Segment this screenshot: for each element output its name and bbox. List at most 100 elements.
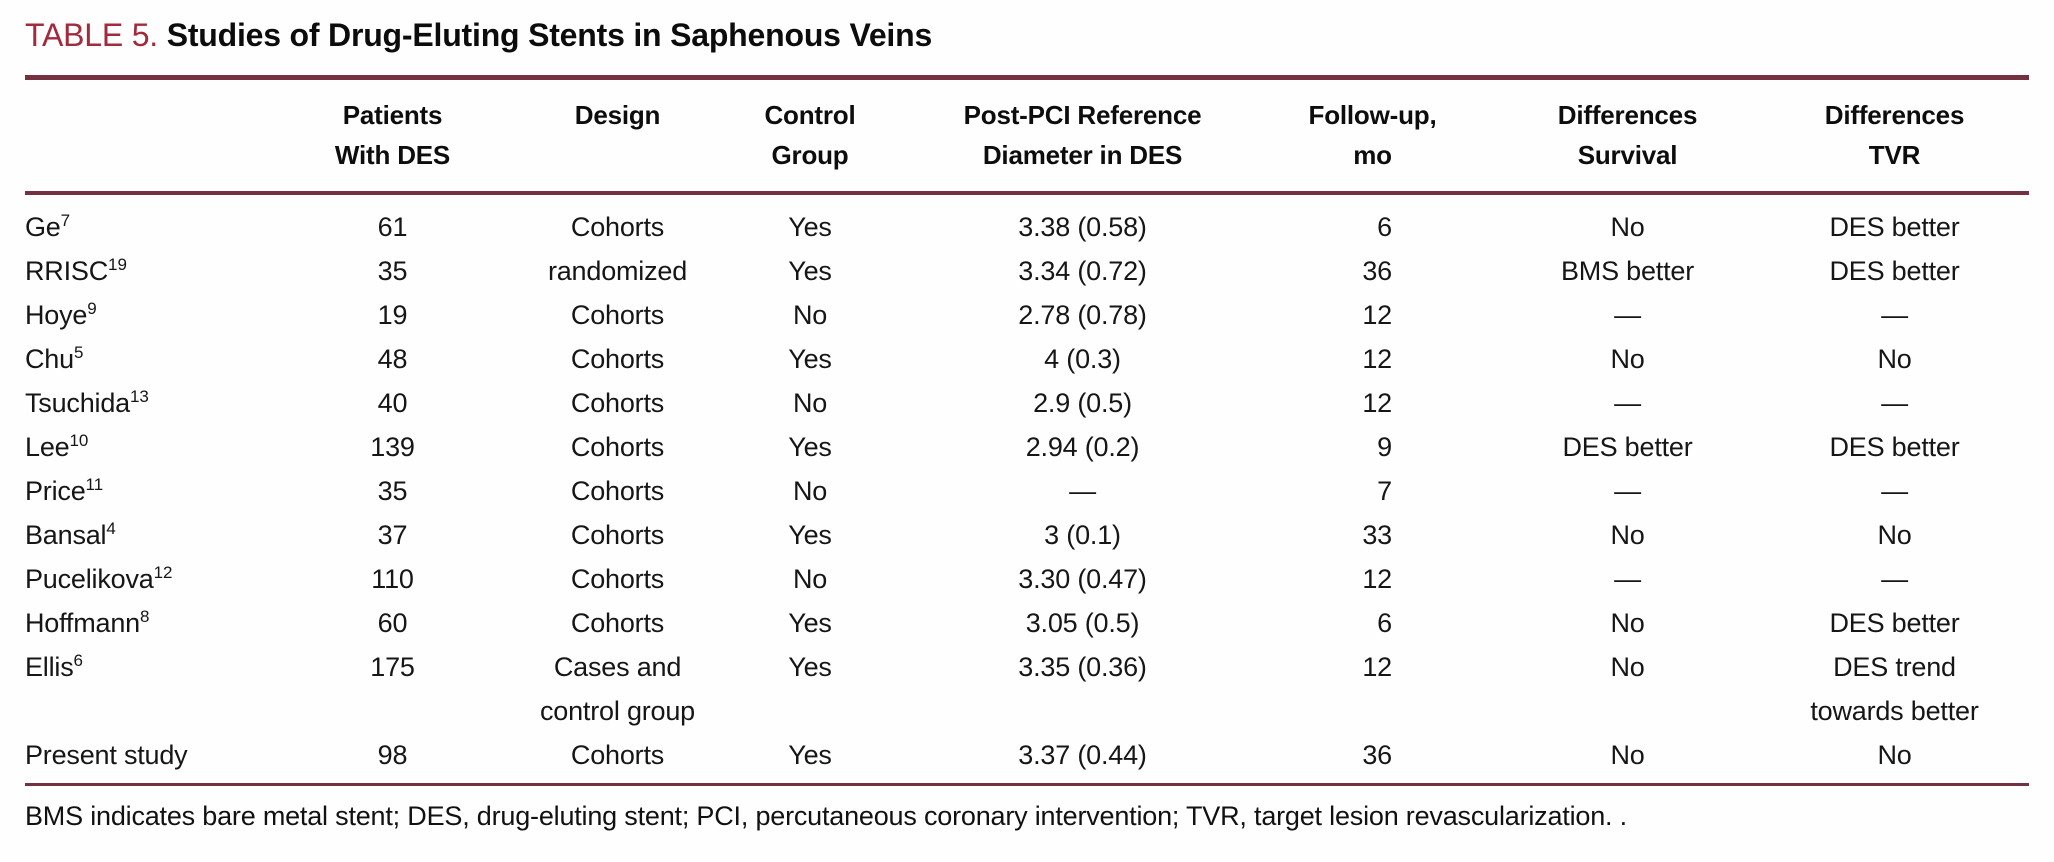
table-row: Hoye9 19 Cohorts No 2.78 (0.78) 12 — — bbox=[25, 293, 2029, 337]
header-differences-survival: Differences Survival bbox=[1495, 75, 1760, 195]
follow-up-cell: 6 bbox=[1377, 212, 1392, 242]
diff-tvr-cell: — bbox=[1760, 469, 2029, 513]
diff-tvr-text: DES better bbox=[1829, 432, 1960, 462]
header-control-group: Control Group bbox=[705, 75, 915, 195]
header-row: Patients With DES Design Control Group P… bbox=[25, 75, 2029, 195]
study-name: Chu bbox=[25, 344, 74, 374]
study-name: Ge bbox=[25, 212, 61, 242]
control-group-cell: Yes bbox=[788, 652, 832, 682]
diff-tvr-cell: No bbox=[1760, 733, 2029, 786]
patients-cell: 40 bbox=[377, 388, 408, 418]
study-name-cell: Present study bbox=[25, 733, 255, 786]
diff-tvr-cell: — bbox=[1760, 293, 2029, 337]
diff-tvr-cell: No bbox=[1760, 513, 2029, 557]
diff-survival-cell: — bbox=[1614, 388, 1641, 418]
design-cell: Cohorts bbox=[570, 300, 665, 330]
study-name-cell: Ellis6 bbox=[25, 645, 255, 733]
design-cell: Cohorts bbox=[570, 608, 665, 638]
reference-superscript: 12 bbox=[153, 563, 173, 582]
diameter-cell: 2.94 (0.2) bbox=[1025, 432, 1140, 462]
header-differences-tvr: Differences TVR bbox=[1760, 75, 2029, 195]
header-line: Group bbox=[771, 140, 849, 170]
diff-survival-cell: No bbox=[1495, 733, 1760, 786]
table-row: Price11 35 Cohorts No — 7 — — bbox=[25, 469, 2029, 513]
design-cell: Cohorts bbox=[570, 344, 665, 374]
diameter-cell: 2.9 (0.5) bbox=[1033, 388, 1132, 418]
diff-tvr-text: — bbox=[1881, 388, 1908, 418]
diff-survival-cell: No bbox=[1610, 212, 1645, 242]
table-body: Ge7 61 Cohorts Yes 3.38 (0.58) 6 No DES … bbox=[25, 193, 2029, 786]
header-line: Post-PCI Reference bbox=[963, 100, 1202, 130]
diff-survival-cell: No bbox=[1610, 608, 1645, 638]
reference-superscript: 4 bbox=[106, 519, 116, 538]
control-group-cell: Yes bbox=[705, 733, 915, 786]
follow-up-cell: 7 bbox=[1377, 476, 1392, 506]
table-number-label: TABLE 5. bbox=[25, 17, 158, 53]
header-study bbox=[25, 75, 255, 195]
header-line: Differences bbox=[1557, 100, 1698, 130]
patients-cell: 139 bbox=[370, 432, 415, 462]
reference-superscript: 10 bbox=[69, 431, 89, 450]
study-name: Ellis bbox=[25, 652, 74, 682]
header-line: With DES bbox=[334, 140, 451, 170]
header-line: Design bbox=[574, 100, 661, 130]
diff-survival-cell: No bbox=[1610, 344, 1645, 374]
design-cell: Cohorts bbox=[570, 520, 665, 550]
control-group-cell: No bbox=[792, 300, 828, 330]
header-line: Survival bbox=[1577, 140, 1678, 170]
studies-table: Patients With DES Design Control Group P… bbox=[25, 75, 2029, 786]
diff-tvr-cell: — bbox=[1760, 381, 2029, 425]
control-group-cell: Yes bbox=[788, 520, 832, 550]
control-group-cell: Yes bbox=[788, 212, 832, 242]
study-name-cell: Hoye9 bbox=[25, 293, 255, 337]
design-cell: Cohorts bbox=[570, 476, 665, 506]
study-name-cell: Bansal4 bbox=[25, 513, 255, 557]
header-follow-up-mo: Follow-up, mo bbox=[1250, 75, 1495, 195]
study-name-cell: Lee10 bbox=[25, 425, 255, 469]
control-group-cell: No bbox=[792, 388, 828, 418]
diff-tvr-text: — bbox=[1881, 564, 1908, 594]
reference-superscript: 19 bbox=[108, 255, 127, 274]
diff-tvr-text: — bbox=[1881, 476, 1908, 506]
table-title: TABLE 5. Studies of Drug-Eluting Stents … bbox=[25, 16, 2029, 54]
table-header: Patients With DES Design Control Group P… bbox=[25, 75, 2029, 195]
reference-superscript: 6 bbox=[73, 651, 83, 670]
study-name: Price bbox=[25, 476, 86, 506]
design-cell: Cohorts bbox=[570, 564, 665, 594]
diff-tvr-text: DES better bbox=[1829, 212, 1960, 242]
diff-tvr-text: DES better bbox=[1829, 256, 1960, 286]
follow-up-cell: 12 bbox=[1362, 388, 1392, 418]
follow-up-cell: 12 bbox=[1362, 300, 1392, 330]
table-row: Chu5 48 Cohorts Yes 4 (0.3) 12 No No bbox=[25, 337, 2029, 381]
table-row: Ellis6 175 Cases and control group Yes 3… bbox=[25, 645, 2029, 733]
follow-up-cell: 36 bbox=[1250, 733, 1495, 786]
table-row: Lee10 139 Cohorts Yes 2.94 (0.2) 9 DES b… bbox=[25, 425, 2029, 469]
table-row: Pucelikova12 110 Cohorts No 3.30 (0.47) … bbox=[25, 557, 2029, 601]
study-name-cell: Hoffmann8 bbox=[25, 601, 255, 645]
diameter-cell: 3.38 (0.58) bbox=[1018, 212, 1147, 242]
study-name: Lee bbox=[25, 432, 70, 462]
table-row: Hoffmann8 60 Cohorts Yes 3.05 (0.5) 6 No… bbox=[25, 601, 2029, 645]
patients-cell: 35 bbox=[377, 476, 408, 506]
control-group-cell: No bbox=[792, 564, 828, 594]
study-name: Tsuchida bbox=[25, 388, 130, 418]
diff-survival-cell: DES better bbox=[1562, 432, 1693, 462]
follow-up-cell: 33 bbox=[1362, 520, 1392, 550]
study-name: RRISC bbox=[25, 256, 109, 286]
patients-cell: 175 bbox=[370, 652, 415, 682]
design-cell: Cohorts bbox=[570, 212, 665, 242]
reference-superscript: 11 bbox=[85, 475, 104, 494]
control-group-cell: Yes bbox=[788, 608, 832, 638]
header-line: Differences bbox=[1824, 100, 1965, 130]
header-patients-with-des: Patients With DES bbox=[255, 75, 530, 195]
patients-cell: 98 bbox=[255, 733, 530, 786]
diff-survival-cell: BMS better bbox=[1560, 256, 1695, 286]
diameter-cell: 3.37 (0.44) bbox=[915, 733, 1250, 786]
follow-up-cell: 12 bbox=[1362, 344, 1392, 374]
diameter-cell: 3 (0.1) bbox=[1044, 520, 1121, 550]
reference-superscript: 13 bbox=[129, 387, 149, 406]
follow-up-cell: 36 bbox=[1362, 256, 1392, 286]
diameter-cell: — bbox=[1069, 476, 1096, 506]
study-name: Pucelikova bbox=[25, 564, 154, 594]
study-name-cell: RRISC19 bbox=[25, 249, 255, 293]
